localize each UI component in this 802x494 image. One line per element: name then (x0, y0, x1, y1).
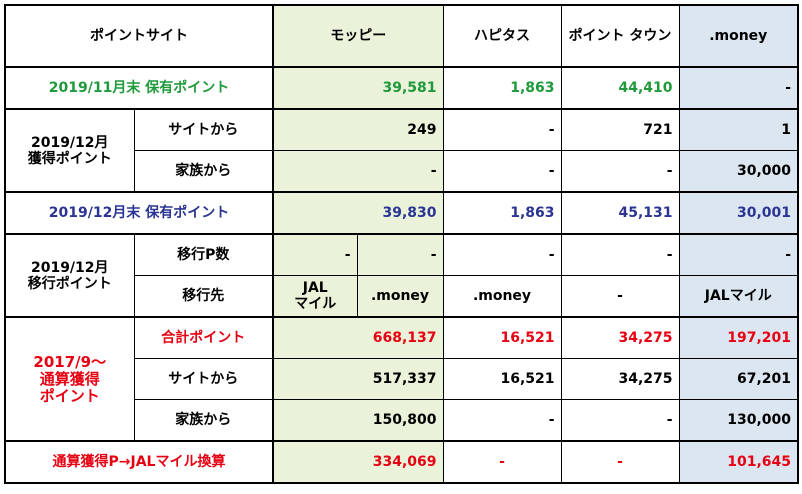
dec-transfer-dest-moppy-a: JAL マイル (272, 275, 358, 318)
cumulative-total-hapitas: 16,521 (442, 316, 562, 359)
dec-transfer-group-label: 2019/12月 移行ポイント (4, 233, 135, 318)
dec-transfer-count-pointtown: - (560, 233, 680, 276)
dec-transfer-dest-moppy-b: .money (356, 275, 444, 318)
nov-end-label: 2019/11月末 保有ポイント (4, 66, 274, 110)
cumulative-total-label: 合計ポイント (133, 316, 274, 359)
dec-transfer-dest-pointtown: - (560, 275, 680, 318)
nov-end-hapitas: 1,863 (442, 66, 562, 110)
jal-conversion-moppy: 334,069 (272, 440, 444, 484)
header-pointtown: ポイント タウン (560, 4, 680, 68)
dec-end-moppy: 39,830 (272, 191, 444, 235)
dec-earned-family-moppy: - (272, 150, 444, 193)
points-table: ポイントサイト モッピー ハピタス ポイント タウン .money 2019/1… (4, 4, 799, 484)
cumulative-site-money: 67,201 (678, 358, 799, 400)
dec-earned-family-hapitas: - (442, 150, 562, 193)
header-moppy: モッピー (272, 4, 444, 68)
header-hapitas: ハピタス (442, 4, 562, 68)
dec-earned-family-money: 30,000 (678, 150, 799, 193)
nov-end-row: 2019/11月末 保有ポイント 39,581 1,863 44,410 - (4, 66, 799, 110)
cumulative-site-row: サイトから 517,337 16,521 34,275 67,201 (5, 358, 799, 400)
cumulative-total-pointtown: 34,275 (560, 316, 680, 359)
dec-earned-site-label: サイトから (133, 108, 274, 151)
dec-earned-family-pointtown: - (560, 150, 680, 193)
dec-earned-site-moppy: 249 (272, 108, 444, 151)
cumulative-family-hapitas: - (442, 399, 562, 442)
dec-earned-group-label: 2019/12月 獲得ポイント (4, 108, 135, 193)
dec-transfer-dest-hapitas: .money (442, 275, 562, 318)
nov-end-moppy: 39,581 (272, 66, 444, 110)
header-site: ポイントサイト (4, 4, 274, 68)
cumulative-family-row: 家族から 150,800 - - 130,000 (5, 399, 799, 442)
cumulative-total-money: 197,201 (678, 316, 799, 359)
dec-transfer-count-moppy-b: - (356, 233, 444, 276)
nov-end-money: - (678, 66, 799, 110)
jal-conversion-label: 通算獲得P→JALマイル換算 (4, 440, 274, 484)
dec-earned-family-label: 家族から (133, 150, 274, 193)
dec-transfer-count-label: 移行P数 (133, 233, 274, 276)
dec-end-row: 2019/12月末 保有ポイント 39,830 1,863 45,131 30,… (4, 191, 799, 235)
dec-end-pointtown: 45,131 (560, 191, 680, 235)
dec-end-hapitas: 1,863 (442, 191, 562, 235)
cumulative-total-moppy: 668,137 (272, 316, 444, 359)
cumulative-family-moppy: 150,800 (272, 399, 444, 442)
dec-transfer-count-money: - (678, 233, 799, 276)
dec-earned-site-money: 1 (678, 108, 799, 151)
cumulative-family-label: 家族から (133, 399, 274, 442)
dec-earned-site-row: 2019/12月 獲得ポイント サイトから 249 - 721 1 (4, 108, 799, 193)
dec-transfer-dest-row: 移行先 JAL マイル .money .money - JALマイル (5, 275, 799, 318)
dec-end-money: 30,001 (678, 191, 799, 235)
dec-earned-site-hapitas: - (442, 108, 562, 151)
cumulative-family-pointtown: - (560, 399, 680, 442)
cumulative-total-row: 2017/9～ 通算獲得 ポイント 合計ポイント 668,137 16,521 … (4, 316, 799, 442)
cumulative-group-label: 2017/9～ 通算獲得 ポイント (4, 316, 135, 442)
header-money: .money (678, 4, 799, 68)
dec-earned-site-pointtown: 721 (560, 108, 680, 151)
dec-transfer-dest-money: JALマイル (678, 275, 799, 318)
nov-end-pointtown: 44,410 (560, 66, 680, 110)
cumulative-site-pointtown: 34,275 (560, 358, 680, 400)
jal-conversion-hapitas: - (442, 440, 562, 484)
dec-transfer-count-row: 2019/12月 移行ポイント 移行P数 - - - - - (4, 233, 799, 318)
cumulative-site-label: サイトから (133, 358, 274, 400)
dec-end-label: 2019/12月末 保有ポイント (4, 191, 274, 235)
dec-transfer-count-moppy-a: - (272, 233, 358, 276)
cumulative-site-moppy: 517,337 (272, 358, 444, 400)
header-row: ポイントサイト モッピー ハピタス ポイント タウン .money (4, 4, 799, 68)
dec-earned-family-row: 家族から - - - 30,000 (5, 150, 799, 193)
dec-transfer-dest-label: 移行先 (133, 275, 274, 318)
cumulative-site-hapitas: 16,521 (442, 358, 562, 400)
jal-conversion-pointtown: - (560, 440, 680, 484)
jal-conversion-money: 101,645 (678, 440, 799, 484)
jal-conversion-row: 通算獲得P→JALマイル換算 334,069 - - 101,645 (4, 440, 799, 484)
dec-transfer-count-hapitas: - (442, 233, 562, 276)
cumulative-family-money: 130,000 (678, 399, 799, 442)
